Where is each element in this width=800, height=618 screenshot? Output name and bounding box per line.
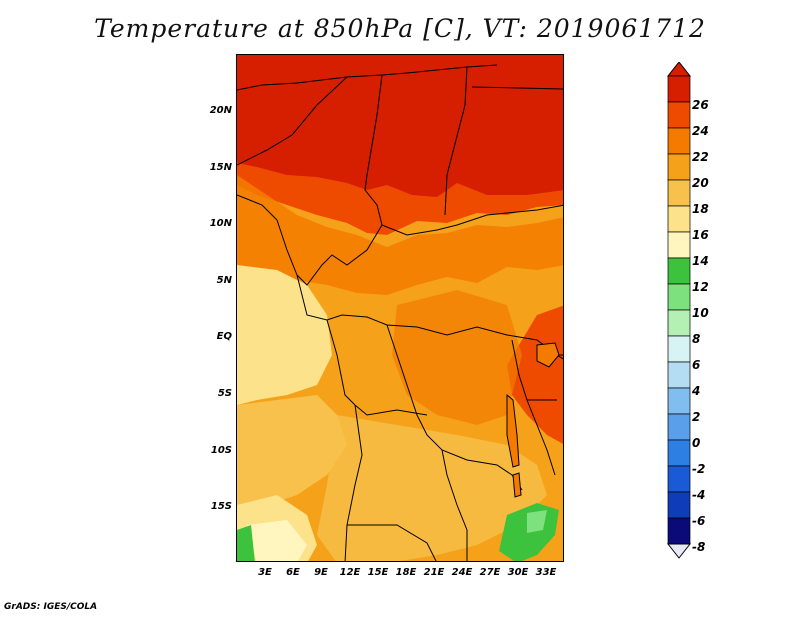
field-sw-12 <box>237 525 255 561</box>
lon-tick-9e: 9E <box>314 567 328 578</box>
colorbar-cell <box>667 491 691 519</box>
lon-tick-15e: 15E <box>367 567 389 578</box>
lake-outlines <box>506 342 560 498</box>
lat-tick-10s: 10S <box>210 445 232 456</box>
lon-tick-33e: 33E <box>535 567 557 578</box>
colorbar-label: 6 <box>692 358 701 372</box>
colorbar-label: 12 <box>692 280 709 294</box>
colorbar-cell <box>667 205 691 233</box>
field-central-22 <box>392 290 522 425</box>
colorbar-label: 8 <box>692 332 701 346</box>
lat-tick-eq: EQ <box>216 331 232 342</box>
field-22 <box>237 175 563 295</box>
colorbar-label: 2 <box>692 410 701 424</box>
colorbar-label: 14 <box>692 254 709 268</box>
field-sw-18 <box>237 395 347 510</box>
lon-tick-18e: 18E <box>395 567 417 578</box>
lat-tick-20n: 20N <box>209 105 232 116</box>
lon-tick-6e: 6E <box>286 567 300 578</box>
lat-tick-10n: 10N <box>209 218 232 229</box>
colorbar-cell <box>667 101 691 129</box>
colorbar-label: -6 <box>692 514 706 528</box>
colorbar-cell <box>667 361 691 389</box>
colorbar-cell <box>667 413 691 441</box>
colorbar-label: -4 <box>692 488 706 502</box>
colorbar-label: 0 <box>692 436 701 450</box>
colorbar-label: 4 <box>692 384 701 398</box>
lon-tick-3e: 3E <box>258 567 272 578</box>
colorbar-cell <box>667 335 691 363</box>
colorbar-label: 16 <box>692 228 709 242</box>
colorbar-label: 22 <box>692 150 709 164</box>
lat-tick-5n: 5N <box>216 275 232 286</box>
lat-tick-15s: 15S <box>210 501 232 512</box>
colorbar-cell <box>667 309 691 337</box>
map-title: Temperature at 850hPa [C], VT: 201906171… <box>94 14 706 43</box>
colorbar-cap-top <box>666 62 692 77</box>
colorbar-cell <box>667 231 691 259</box>
colorbar-cell <box>667 257 691 285</box>
lat-tick-5s: 5S <box>217 388 232 399</box>
colorbar-cell <box>667 465 691 493</box>
colorbar-cap-bottom <box>666 543 692 559</box>
colorbar-label: -2 <box>692 462 706 476</box>
field-west-16 <box>237 265 332 405</box>
footer-credit: GrADS: IGES/COLA <box>4 602 98 612</box>
colorbar-cell <box>667 517 691 545</box>
map-plot-area <box>236 54 564 562</box>
colorbar-label: 20 <box>692 176 709 190</box>
colorbar-label: 18 <box>692 202 709 216</box>
colorbar-label: -8 <box>692 540 706 554</box>
colorbar-label: 10 <box>692 306 709 320</box>
field-26 <box>237 55 563 197</box>
field-s-14 <box>247 520 307 561</box>
field-se-10 <box>527 510 547 533</box>
lat-tick-15n: 15N <box>209 162 232 173</box>
colorbar-cell <box>667 283 691 311</box>
colorbar-cell <box>667 179 691 207</box>
colorbar-label: 24 <box>692 124 709 138</box>
lon-tick-30e: 30E <box>507 567 529 578</box>
lon-tick-24e: 24E <box>451 567 473 578</box>
colorbar-cell <box>667 153 691 181</box>
temperature-field-map <box>237 55 563 561</box>
colorbar-cell <box>667 75 691 103</box>
field-east-24 <box>507 305 563 444</box>
lon-tick-27e: 27E <box>479 567 501 578</box>
lon-tick-21e: 21E <box>423 567 445 578</box>
colorbar-cell <box>667 387 691 415</box>
colorbar <box>666 62 692 559</box>
colorbar-label: 26 <box>692 98 709 112</box>
colorbar-cell <box>667 127 691 155</box>
lon-tick-12e: 12E <box>339 567 361 578</box>
colorbar-cell <box>667 439 691 467</box>
